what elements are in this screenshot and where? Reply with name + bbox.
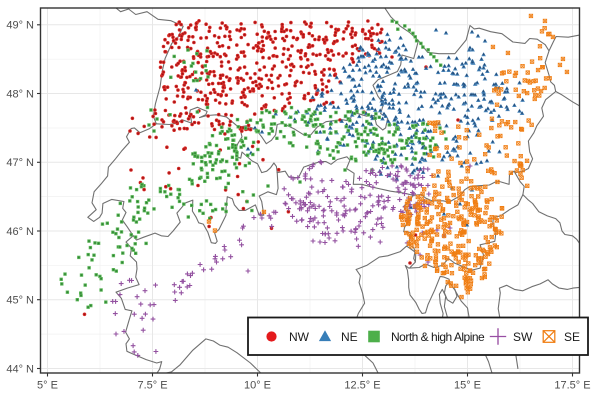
svg-text:SW: SW <box>513 330 533 344</box>
svg-text:12.5° E: 12.5° E <box>344 380 380 392</box>
svg-text:49° N: 49° N <box>6 20 34 32</box>
svg-text:48° N: 48° N <box>6 88 34 100</box>
svg-text:10° E: 10° E <box>244 380 271 392</box>
svg-text:NE: NE <box>341 330 358 344</box>
svg-text:5° E: 5° E <box>37 380 58 392</box>
svg-text:15° E: 15° E <box>454 380 481 392</box>
svg-text:NW: NW <box>289 330 310 344</box>
svg-text:47° N: 47° N <box>6 157 34 169</box>
svg-text:SE: SE <box>564 330 580 344</box>
svg-text:17.5° E: 17.5° E <box>554 380 590 392</box>
svg-text:44° N: 44° N <box>6 363 34 375</box>
svg-text:45° N: 45° N <box>6 295 34 307</box>
svg-text:North & high Alpine: North & high Alpine <box>391 330 485 344</box>
svg-text:46° N: 46° N <box>6 226 34 238</box>
svg-text:7.5° E: 7.5° E <box>137 380 167 392</box>
